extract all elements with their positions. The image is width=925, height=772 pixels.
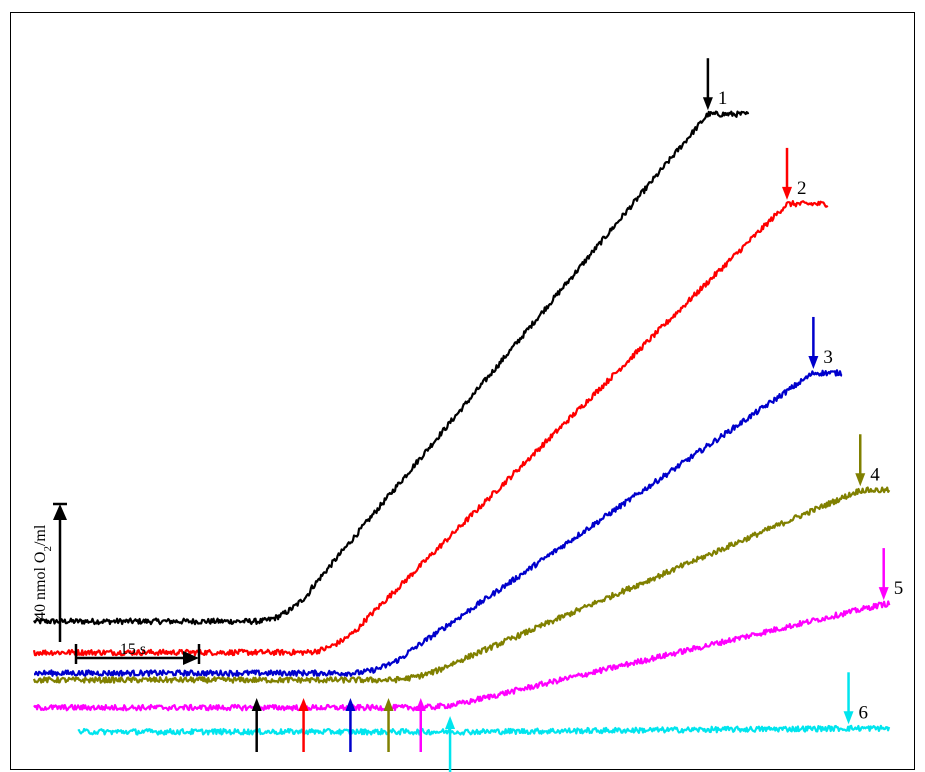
start-arrow-2 <box>298 698 309 752</box>
end-arrow-5 <box>878 548 889 601</box>
end-arrow-5-head <box>878 587 889 601</box>
trace-5 <box>33 600 891 712</box>
start-arrow-6-head <box>445 716 456 729</box>
start-arrow-1-head <box>251 698 262 711</box>
oxygen-scale-label: 40 nmol O2/ml <box>32 524 54 620</box>
start-arrow-3 <box>345 698 356 752</box>
start-arrow-3-head <box>345 698 356 711</box>
start-arrow-5-head <box>415 698 426 711</box>
trace-2 <box>32 200 829 657</box>
end-arrow-1-head <box>702 97 713 111</box>
series-label-6: 6 <box>859 702 869 723</box>
traces-group <box>32 110 891 736</box>
arrows-group <box>251 58 889 772</box>
series-label-4: 4 <box>870 464 880 485</box>
end-arrow-2 <box>782 147 793 200</box>
end-arrow-2-head <box>782 186 793 200</box>
series-labels-group: 1 2 3 4 5 6 <box>718 88 903 723</box>
start-arrow-4 <box>383 698 394 752</box>
start-arrow-4-head <box>383 698 394 711</box>
time-scale-label: 15 s <box>120 641 146 658</box>
end-arrow-6-head <box>843 711 854 725</box>
end-arrow-3-head <box>808 355 819 369</box>
trace-3 <box>33 369 843 677</box>
series-label-2: 2 <box>797 178 807 199</box>
end-arrow-6 <box>843 672 854 725</box>
time-scale-bar: 15 s <box>74 641 201 665</box>
series-label-1: 1 <box>718 88 728 109</box>
trace-6 <box>77 724 891 736</box>
trace-4 <box>32 486 891 684</box>
start-arrow-2-head <box>298 698 309 711</box>
end-arrow-4 <box>855 434 866 487</box>
end-arrow-1 <box>702 58 713 111</box>
series-label-3: 3 <box>823 347 833 368</box>
trace-1 <box>33 110 750 626</box>
start-arrow-6 <box>445 716 456 772</box>
end-arrow-3 <box>808 316 819 369</box>
chart-frame <box>10 12 915 770</box>
start-arrow-1 <box>251 698 262 752</box>
start-arrow-5 <box>415 698 426 752</box>
oxygen-scale-bar: 40 nmol O2/ml <box>32 502 67 642</box>
series-label-5: 5 <box>894 578 904 599</box>
end-arrow-4-head <box>855 473 866 487</box>
